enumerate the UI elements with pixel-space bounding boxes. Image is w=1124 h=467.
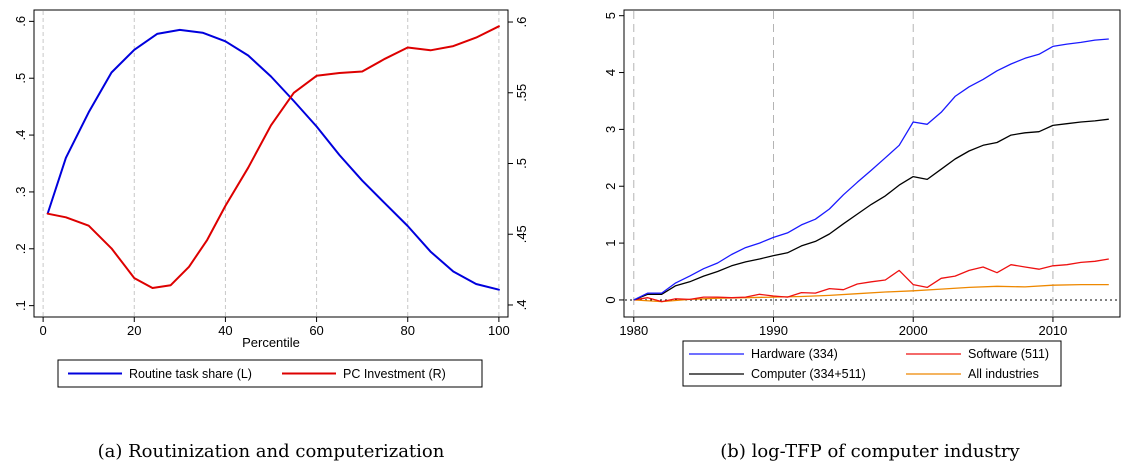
y-tick-label-left-a: .3 [13,187,28,198]
legend-label-routine: Routine task share (L) [129,367,252,381]
x-axis-a: 0 20 40 60 80 100 [39,317,510,338]
series-line-hardware-334 [633,38,1109,301]
series-line-routine-task-share-l [46,28,500,291]
y-axis-b: 0 1 2 3 4 5 [603,12,624,304]
y-tick-label-b: 4 [603,69,618,76]
x-axis-label-a: Percentile [242,335,300,350]
y-tick-label-right-a: .6 [514,17,529,28]
chart-panel-a: .1 .2 .3 .4 .5 .6 .4 .45 .5 .55 .6 0 20 40 60 80 100 P… [13,9,529,462]
series-line-pc-investment-r [46,25,500,289]
y-tick-label-left-a: .5 [13,73,28,84]
legend-label-software: Software (511) [968,347,1049,361]
y-tick-label-right-a: .45 [514,225,529,243]
grid-lines-b [625,11,1119,316]
y-tick-label-right-a: .5 [514,158,529,169]
x-tick-label-a: 20 [127,323,141,338]
y-axis-left-a: .1 .2 .3 .4 .5 .6 [13,16,34,311]
legend-b: Hardware (334) Software (511) Computer (… [682,340,1062,387]
caption-a: (a) Routinization and computerization [98,441,445,462]
y-tick-label-right-a: .55 [514,84,529,102]
chart-panel-b: 0 1 2 3 4 5 1980 1990 2000 2010 Hardware (334) S… [603,9,1121,462]
legend-a: Routine task share (L) PC Investment (R) [57,359,483,388]
series-group-b [633,38,1109,303]
plot-frame-a [33,9,509,318]
y-tick-label-b: 5 [603,12,618,19]
y-tick-label-left-a: .4 [13,130,28,141]
y-tick-label-left-a: .1 [13,300,28,311]
y-tick-label-left-a: .2 [13,243,28,254]
plot-frame-b [623,9,1121,318]
x-tick-label-a: 80 [400,323,414,338]
y-tick-label-b: 3 [603,126,618,133]
x-tick-label-b: 2010 [1038,323,1067,338]
x-tick-label-b: 1980 [619,323,648,338]
legend-box-b [682,340,1062,387]
legend-label-pc: PC Investment (R) [343,367,446,381]
x-tick-label-a: 100 [488,323,510,338]
y-tick-label-b: 2 [603,183,618,190]
caption-b: (b) log-TFP of computer industry [720,441,1020,462]
x-tick-label-a: 40 [218,323,232,338]
legend-label-all-industries: All industries [968,367,1039,381]
x-tick-label-b: 1990 [759,323,788,338]
series-group-a [46,25,500,291]
y-tick-label-b: 0 [603,296,618,303]
y-tick-label-b: 1 [603,239,618,246]
x-axis-b: 1980 1990 2000 2010 [619,317,1067,338]
series-line-computer-334-511 [633,118,1109,301]
series-line-all-industries [633,283,1109,303]
y-tick-label-right-a: .4 [514,300,529,311]
series-line-software-511 [633,258,1109,303]
y-tick-label-left-a: .6 [13,16,28,27]
legend-box-a [57,359,483,388]
legend-label-computer: Computer (334+511) [751,367,866,381]
x-tick-label-a: 0 [39,323,46,338]
x-tick-label-a: 60 [309,323,323,338]
y-axis-right-a: .4 .45 .5 .55 .6 [508,17,529,311]
x-tick-label-b: 2000 [899,323,928,338]
legend-label-hardware: Hardware (334) [751,347,838,361]
grid-lines-a [42,11,500,316]
